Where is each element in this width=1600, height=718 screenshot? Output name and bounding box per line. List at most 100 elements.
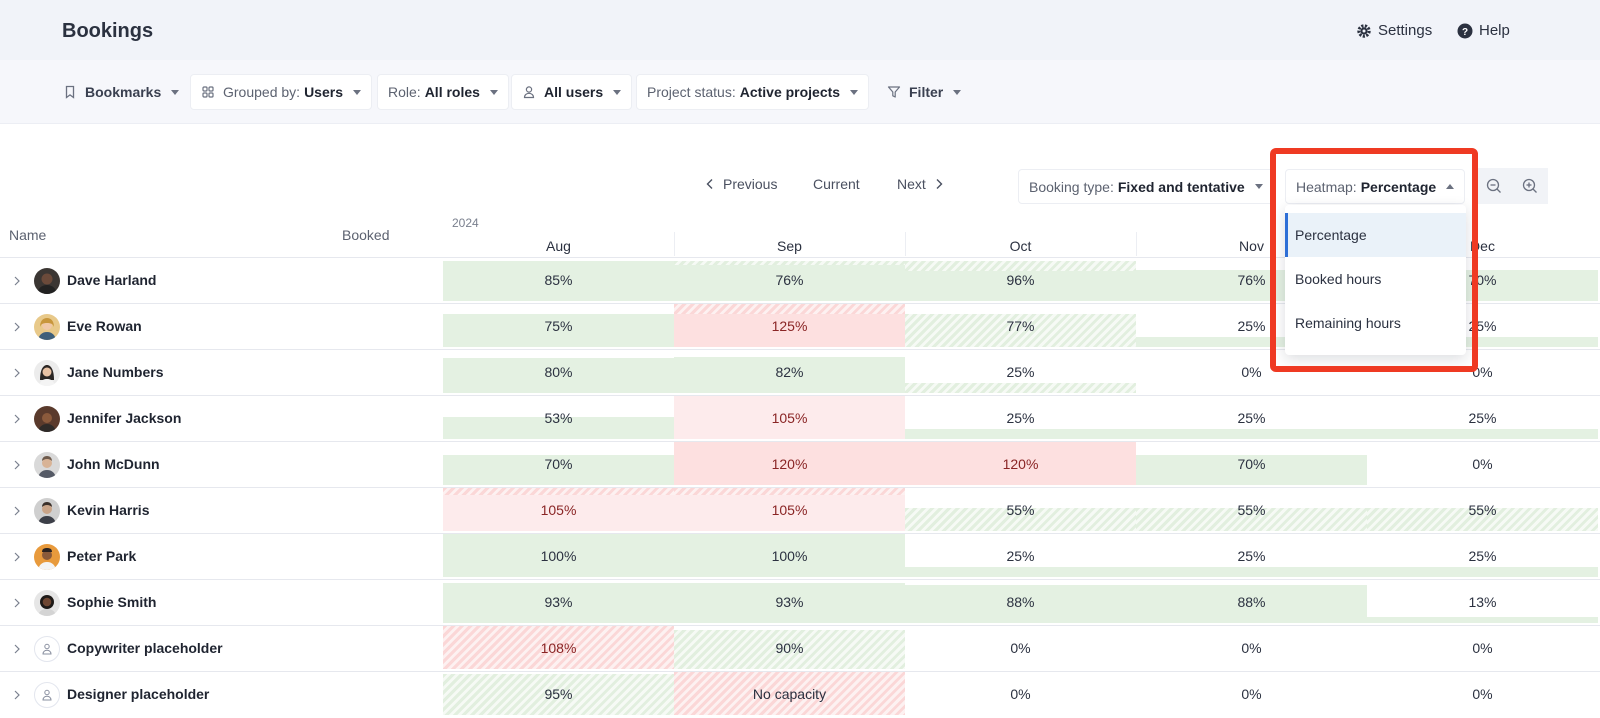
heatmap-cell[interactable]: 0%	[905, 672, 1136, 718]
heatmap-cell[interactable]: 25%	[1136, 396, 1367, 442]
heatmap-cell[interactable]: 25%	[1136, 534, 1367, 580]
help-icon: ?	[1457, 23, 1473, 38]
table-row[interactable]: Jennifer Jackson 53% 105% 25% 25% 25%	[0, 396, 1600, 442]
heatmap-cell[interactable]: 100%	[443, 534, 674, 580]
booking-type-dropdown[interactable]: Booking type: Fixed and tentative	[1018, 169, 1274, 204]
heatmap-cell[interactable]: 82%	[674, 350, 905, 396]
heatmap-cell[interactable]: 0%	[1367, 442, 1598, 488]
user-name[interactable]: Jane Numbers	[67, 364, 164, 380]
heatmap-cell[interactable]: 93%	[443, 580, 674, 626]
heatmap-cell[interactable]: 95%	[443, 672, 674, 718]
heatmap-cell[interactable]: 80%	[443, 350, 674, 396]
project-status-dropdown[interactable]: Project status: Active projects	[636, 74, 870, 110]
heatmap-cell[interactable]: 25%	[1367, 396, 1598, 442]
chevron-right-icon[interactable]	[13, 690, 21, 700]
heatmap-cell[interactable]: 105%	[674, 488, 905, 534]
table-row[interactable]: Sophie Smith 93% 93% 88% 88% 13%	[0, 580, 1600, 626]
heatmap-cell[interactable]: 105%	[443, 488, 674, 534]
bookmarks-dropdown[interactable]: Bookmarks	[52, 74, 190, 110]
cell-value: 0%	[1241, 364, 1262, 380]
previous-button[interactable]: Previous	[705, 176, 777, 192]
chevron-right-icon[interactable]	[13, 460, 21, 470]
user-name[interactable]: Designer placeholder	[67, 686, 210, 702]
heatmap-cell[interactable]: 25%	[905, 396, 1136, 442]
cell-value: 108%	[540, 640, 577, 656]
table-row[interactable]: Peter Park 100% 100% 25% 25% 25%	[0, 534, 1600, 580]
heatmap-option-booked-hours[interactable]: Booked hours	[1295, 271, 1382, 287]
current-button[interactable]: Current	[813, 176, 860, 192]
heatmap-cell[interactable]: 13%	[1367, 580, 1598, 626]
heatmap-cell[interactable]: 0%	[1136, 350, 1367, 396]
heatmap-dropdown[interactable]: Heatmap: Percentage	[1285, 169, 1466, 204]
heatmap-cell[interactable]: 0%	[1367, 672, 1598, 718]
heatmap-option-percentage[interactable]: Percentage	[1285, 213, 1466, 257]
heatmap-cell[interactable]: 55%	[905, 488, 1136, 534]
chevron-right-icon[interactable]	[13, 598, 21, 608]
table-row[interactable]: Kevin Harris 105% 105% 55% 55% 55%	[0, 488, 1600, 534]
user-name[interactable]: Copywriter placeholder	[67, 640, 223, 656]
chevron-right-icon[interactable]	[13, 368, 21, 378]
users-dropdown[interactable]: All users	[511, 74, 633, 110]
grouped-by-dropdown[interactable]: Grouped by: Users	[190, 74, 372, 110]
heatmap-cell[interactable]: 53%	[443, 396, 674, 442]
heatmap-cell[interactable]: 25%	[1136, 304, 1367, 350]
user-name[interactable]: Kevin Harris	[67, 502, 150, 518]
heatmap-cell[interactable]: 76%	[674, 258, 905, 304]
heatmap-cell[interactable]: 88%	[905, 580, 1136, 626]
chevron-right-icon[interactable]	[13, 414, 21, 424]
booked-column-header[interactable]: Booked	[342, 227, 390, 243]
heatmap-cell[interactable]: 55%	[1136, 488, 1367, 534]
next-button[interactable]: Next	[897, 176, 944, 192]
heatmap-cell[interactable]: 100%	[674, 534, 905, 580]
table-row[interactable]: Jane Numbers 80% 82% 25% 0% 0%	[0, 350, 1600, 396]
avatar	[34, 452, 60, 478]
heatmap-cell[interactable]: 70%	[1136, 442, 1367, 488]
user-name[interactable]: Dave Harland	[67, 272, 157, 288]
heatmap-cell[interactable]: 25%	[905, 534, 1136, 580]
heatmap-cell[interactable]: 77%	[905, 304, 1136, 350]
heatmap-cell[interactable]: 108%	[443, 626, 674, 672]
heatmap-cell[interactable]: 96%	[905, 258, 1136, 304]
help-link[interactable]: ? Help	[1457, 22, 1510, 39]
heatmap-cell[interactable]: 105%	[674, 396, 905, 442]
heatmap-cell[interactable]: 90%	[674, 626, 905, 672]
user-name[interactable]: John McDunn	[67, 456, 160, 472]
heatmap-cell[interactable]: 88%	[1136, 580, 1367, 626]
user-name[interactable]: Jennifer Jackson	[67, 410, 182, 426]
heatmap-cell[interactable]: 0%	[1367, 626, 1598, 672]
chevron-right-icon[interactable]	[13, 644, 21, 654]
settings-link[interactable]: Settings	[1356, 22, 1432, 39]
user-name[interactable]: Peter Park	[67, 548, 137, 564]
role-dropdown[interactable]: Role: All roles	[377, 74, 509, 110]
chevron-right-icon[interactable]	[13, 552, 21, 562]
heatmap-cell[interactable]: 0%	[1136, 626, 1367, 672]
heatmap-cell[interactable]: 125%	[674, 304, 905, 350]
heatmap-cell[interactable]: 120%	[674, 442, 905, 488]
table-row[interactable]: Copywriter placeholder 108% 90% 0% 0% 0%	[0, 626, 1600, 672]
user-name[interactable]: Sophie Smith	[67, 594, 157, 610]
user-name[interactable]: Eve Rowan	[67, 318, 142, 334]
chevron-right-icon[interactable]	[13, 322, 21, 332]
name-column-header[interactable]: Name	[9, 227, 47, 243]
table-row[interactable]: John McDunn 70% 120% 120% 70% 0%	[0, 442, 1600, 488]
zoom-out-button[interactable]	[1476, 168, 1512, 204]
heatmap-cell[interactable]: 25%	[905, 350, 1136, 396]
heatmap-cell[interactable]: 120%	[905, 442, 1136, 488]
chevron-right-icon[interactable]	[13, 506, 21, 516]
heatmap-cell[interactable]: 55%	[1367, 488, 1598, 534]
heatmap-cell[interactable]: 25%	[1367, 534, 1598, 580]
filter-dropdown[interactable]: Filter	[876, 74, 972, 110]
table-row[interactable]: Designer placeholder 95% No capacity 0% …	[0, 672, 1600, 718]
cell-value: 25%	[1237, 318, 1266, 334]
heatmap-cell[interactable]: 0%	[1136, 672, 1367, 718]
heatmap-option-remaining-hours[interactable]: Remaining hours	[1295, 315, 1401, 331]
heatmap-cell[interactable]: 75%	[443, 304, 674, 350]
heatmap-cell[interactable]: 70%	[443, 442, 674, 488]
heatmap-cell[interactable]: No capacity	[674, 672, 905, 718]
heatmap-cell[interactable]: 85%	[443, 258, 674, 304]
table-row[interactable]: Eve Rowan 75% 125% 77% 25% 25%	[0, 304, 1600, 350]
heatmap-cell[interactable]: 0%	[905, 626, 1136, 672]
chevron-right-icon[interactable]	[13, 276, 21, 286]
heatmap-cell[interactable]: 93%	[674, 580, 905, 626]
zoom-in-button[interactable]	[1512, 168, 1548, 204]
